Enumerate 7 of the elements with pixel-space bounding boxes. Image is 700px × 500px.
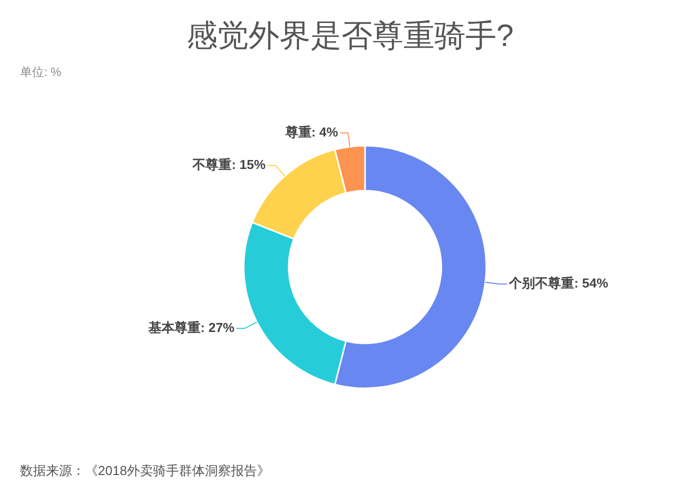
slice-label: 个别不尊重: 54% (508, 276, 609, 291)
chart-title: 感觉外界是否尊重骑手? (185, 17, 515, 55)
slice-label: 尊重: 4% (284, 124, 338, 140)
slice-label: 基本尊重: 27% (148, 320, 235, 335)
text: 单位: % (20, 64, 62, 80)
source-note: 数据来源：《2018外卖骑手群体洞察报告》 (20, 462, 270, 480)
slice-label: 不尊重: 15% (192, 157, 266, 172)
